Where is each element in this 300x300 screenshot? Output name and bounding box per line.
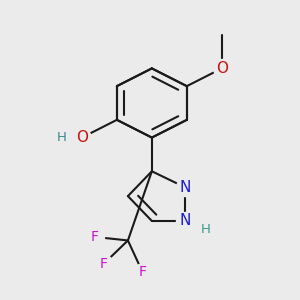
- Text: O: O: [216, 61, 228, 76]
- Text: F: F: [139, 266, 147, 279]
- Text: N: N: [179, 180, 191, 195]
- Text: N: N: [179, 214, 191, 229]
- Text: H: H: [200, 223, 210, 236]
- Text: F: F: [100, 256, 108, 271]
- Text: O: O: [76, 130, 88, 145]
- Text: H: H: [57, 131, 67, 144]
- Text: F: F: [91, 230, 99, 244]
